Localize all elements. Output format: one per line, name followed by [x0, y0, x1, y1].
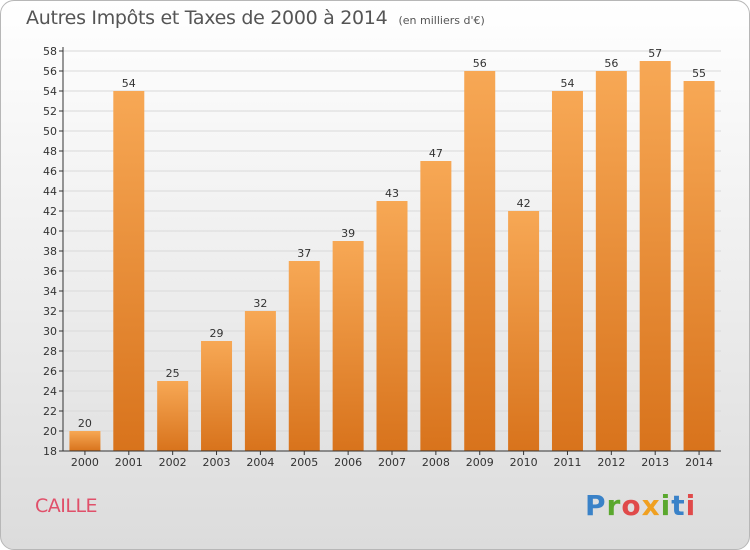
y-tick-label: 42 [43, 205, 57, 218]
y-tick-label: 38 [43, 245, 57, 258]
y-tick-label: 40 [43, 225, 57, 238]
bar-value-label: 54 [122, 77, 136, 90]
y-tick-label: 22 [43, 405, 57, 418]
logo-letter: t [671, 489, 686, 522]
chart-unit: (en milliers d'€) [398, 14, 485, 27]
bar-value-label: 42 [517, 197, 531, 210]
x-tick-label: 2000 [71, 456, 99, 469]
y-tick-label: 30 [43, 325, 57, 338]
bar [244, 311, 276, 451]
bar [157, 381, 189, 451]
labels-layer: 20 54 25 29 32 37 39 43 47 56 42 54 56 57 55 [78, 47, 706, 430]
x-tick-label: 2006 [334, 456, 362, 469]
bar-value-label: 47 [429, 147, 443, 160]
bar-value-label: 29 [210, 327, 224, 340]
logo-letter: i [685, 489, 697, 522]
bar-value-label: 56 [604, 57, 618, 70]
x-tick-label: 2007 [378, 456, 406, 469]
chart-title: Autres Impôts et Taxes de 2000 à 2014 [26, 7, 388, 29]
bar [420, 161, 452, 451]
bar [683, 81, 715, 451]
bar [332, 241, 364, 451]
bar-value-label: 25 [166, 367, 180, 380]
logo-letter: i [660, 489, 672, 522]
y-tick-label: 48 [43, 145, 57, 158]
y-tick-label: 32 [43, 305, 57, 318]
x-tick-label: 2014 [685, 456, 713, 469]
x-tick-label: 2013 [641, 456, 669, 469]
x-tick-label: 2001 [115, 456, 143, 469]
y-tick-label: 56 [43, 65, 57, 78]
x-tick-label: 2005 [290, 456, 318, 469]
logo-letter: r [606, 489, 622, 522]
bar [464, 71, 496, 451]
logo-letter: x [641, 489, 661, 522]
bar [551, 91, 583, 451]
bar [508, 211, 540, 451]
y-tick-label: 44 [43, 185, 57, 198]
logo-letter: o [621, 489, 642, 522]
bar-value-label: 39 [341, 227, 355, 240]
y-tick-label: 26 [43, 365, 57, 378]
y-tick-label: 34 [43, 285, 57, 298]
logo-letter: P [585, 489, 607, 522]
bar [113, 91, 145, 451]
bar [376, 201, 408, 451]
bar-value-label: 32 [253, 297, 267, 310]
y-tick-label: 50 [43, 125, 57, 138]
bar-value-label: 54 [560, 77, 574, 90]
x-tick-label: 2010 [510, 456, 538, 469]
y-tick-label: 18 [43, 445, 57, 458]
bar-value-label: 20 [78, 417, 92, 430]
bars-layer [69, 61, 715, 451]
bar-value-label: 43 [385, 187, 399, 200]
y-tick-label: 54 [43, 85, 57, 98]
bar-value-label: 37 [297, 247, 311, 260]
bar [201, 341, 233, 451]
x-tick-label: 2004 [246, 456, 274, 469]
y-tick-label: 58 [43, 45, 57, 58]
bar [639, 61, 671, 451]
title-row: Autres Impôts et Taxes de 2000 à 2014 (e… [26, 7, 485, 29]
x-tick-label: 2011 [553, 456, 581, 469]
y-tick-label: 24 [43, 385, 57, 398]
y-tick-label: 36 [43, 265, 57, 278]
bar [595, 71, 627, 451]
bar [288, 261, 320, 451]
proxiti-logo[interactable]: Proxiti [585, 489, 696, 522]
axis-layer: 18 20 22 24 26 28 30 32 34 36 38 40 42 44 46 48 50 52 54 56… [43, 45, 721, 469]
x-tick-label: 2003 [203, 456, 231, 469]
x-tick-label: 2009 [466, 456, 494, 469]
x-tick-label: 2002 [159, 456, 187, 469]
x-tick-label: 2012 [597, 456, 625, 469]
bar-value-label: 57 [648, 47, 662, 60]
city-name: CAILLE [35, 495, 98, 517]
bar [69, 431, 101, 451]
bar-value-label: 55 [692, 67, 706, 80]
x-tick-label: 2008 [422, 456, 450, 469]
y-tick-label: 52 [43, 105, 57, 118]
y-tick-label: 20 [43, 425, 57, 438]
bar-value-label: 56 [473, 57, 487, 70]
y-tick-label: 46 [43, 165, 57, 178]
y-tick-label: 28 [43, 345, 57, 358]
